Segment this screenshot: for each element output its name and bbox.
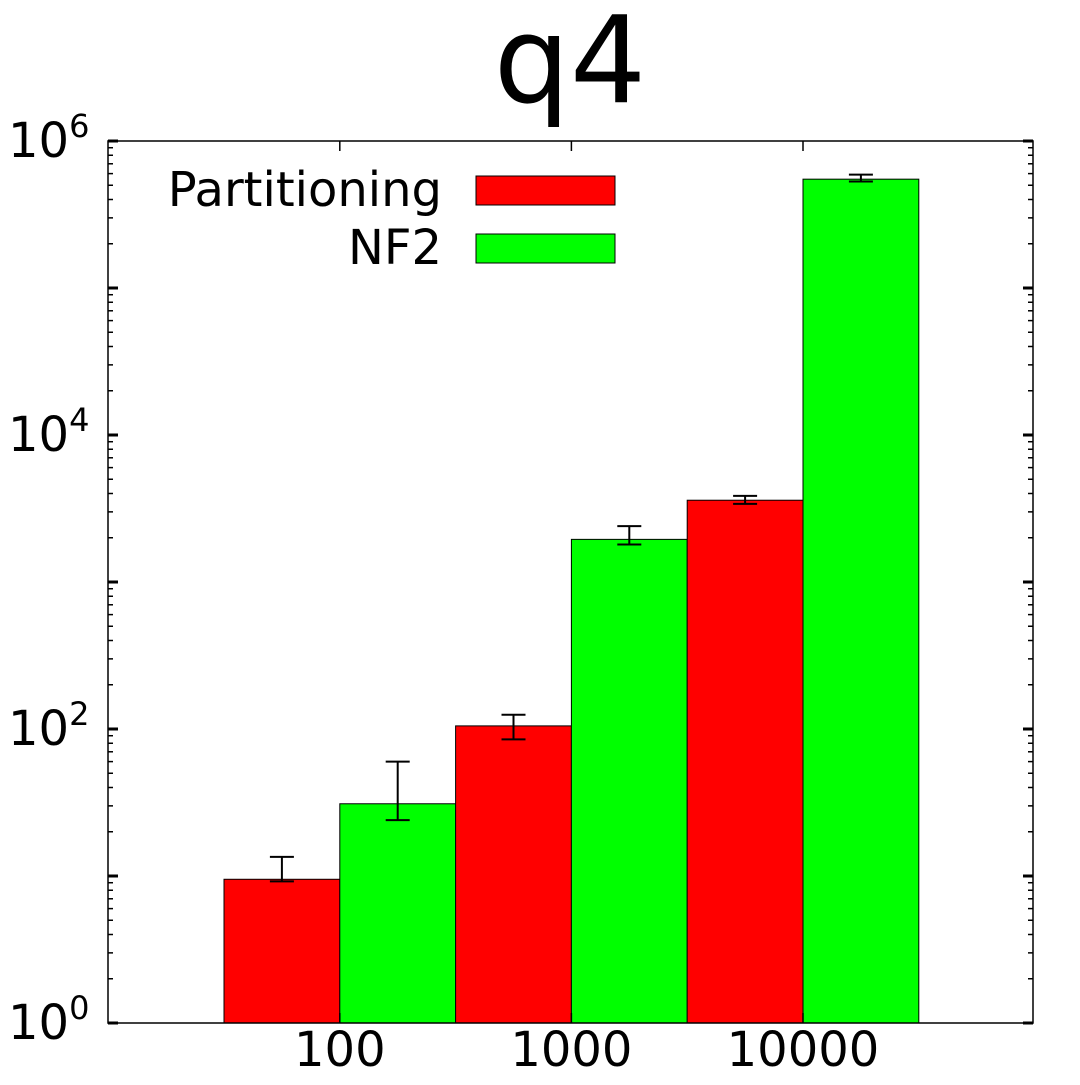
bar-nf2-100	[339, 803, 457, 1024]
legend-label-nf2: NF2	[348, 220, 442, 276]
legend: Partitioning NF2	[168, 162, 616, 276]
errorbar-nf2-100	[385, 760, 410, 822]
x-tick-label-10000: 10000	[727, 1022, 880, 1078]
y-tick-label-10-0: 100	[8, 989, 89, 1051]
y-tick-label-10-6: 106	[8, 107, 89, 169]
bar-nf2-10000	[802, 178, 920, 1024]
y-tick-label-10-2: 102	[8, 695, 89, 757]
bars-layer	[223, 178, 920, 1024]
bar-nf2-1000	[570, 538, 688, 1024]
errorbar-partitioning-10000	[733, 494, 758, 505]
legend-label-partitioning: Partitioning	[168, 162, 442, 218]
bar-partitioning-1000	[455, 725, 572, 1024]
ticks-layer	[108, 139, 1033, 1025]
errorbars-layer	[269, 173, 873, 883]
x-tick-labels: 100 1000 10000	[294, 1022, 879, 1078]
y-tick-label-10-4: 104	[8, 401, 89, 463]
errorbar-nf2-10000	[848, 173, 873, 183]
errorbar-partitioning-1000	[501, 713, 526, 741]
x-tick-label-1000: 1000	[510, 1022, 632, 1078]
chart-title: q4	[494, 0, 647, 131]
errorbar-nf2-1000	[617, 525, 642, 546]
y-tick-labels: 100 102 104 106	[8, 107, 89, 1051]
legend-swatch-nf2	[475, 233, 616, 264]
bar-partitioning-10000	[686, 499, 804, 1024]
errorbar-partitioning-100	[269, 855, 294, 883]
x-tick-label-100: 100	[294, 1022, 386, 1078]
bar-partitioning-100	[223, 878, 341, 1024]
legend-swatch-partitioning	[475, 175, 616, 206]
